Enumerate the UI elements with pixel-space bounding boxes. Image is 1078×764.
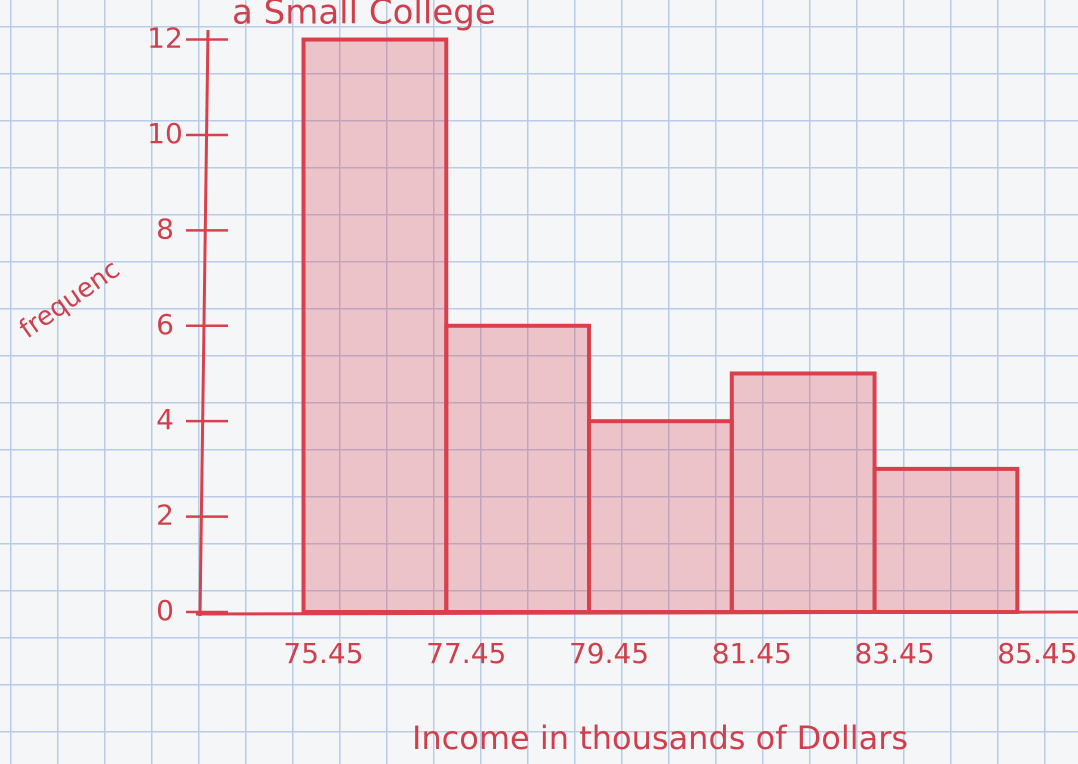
y-axis-label: frequenc [14, 254, 125, 345]
bar [587, 419, 734, 614]
y-tick-label: 8 [156, 212, 174, 245]
x-tick-label: 81.45 [712, 637, 792, 670]
y-tick-label: 6 [156, 308, 174, 341]
x-tick-label: 75.45 [283, 637, 363, 670]
bar [301, 37, 449, 615]
y-axis [198, 29, 210, 617]
y-tick-label: 2 [156, 499, 174, 532]
y-tick-label: 0 [156, 594, 174, 627]
x-tick-label: 77.45 [426, 637, 506, 670]
x-tick-label: 85.45 [997, 637, 1077, 670]
bar [872, 466, 1020, 615]
bar [444, 323, 592, 614]
x-axis-label: Income in thousands of Dollars [412, 719, 908, 757]
y-tick-label: 12 [147, 22, 183, 55]
x-tick-label: 83.45 [854, 637, 934, 670]
x-tick-label: 79.45 [569, 637, 649, 670]
y-tick-label: 10 [147, 117, 183, 150]
bar [729, 371, 877, 614]
chart-title: a Small College [232, 0, 496, 33]
y-tick-label: 4 [156, 403, 174, 436]
